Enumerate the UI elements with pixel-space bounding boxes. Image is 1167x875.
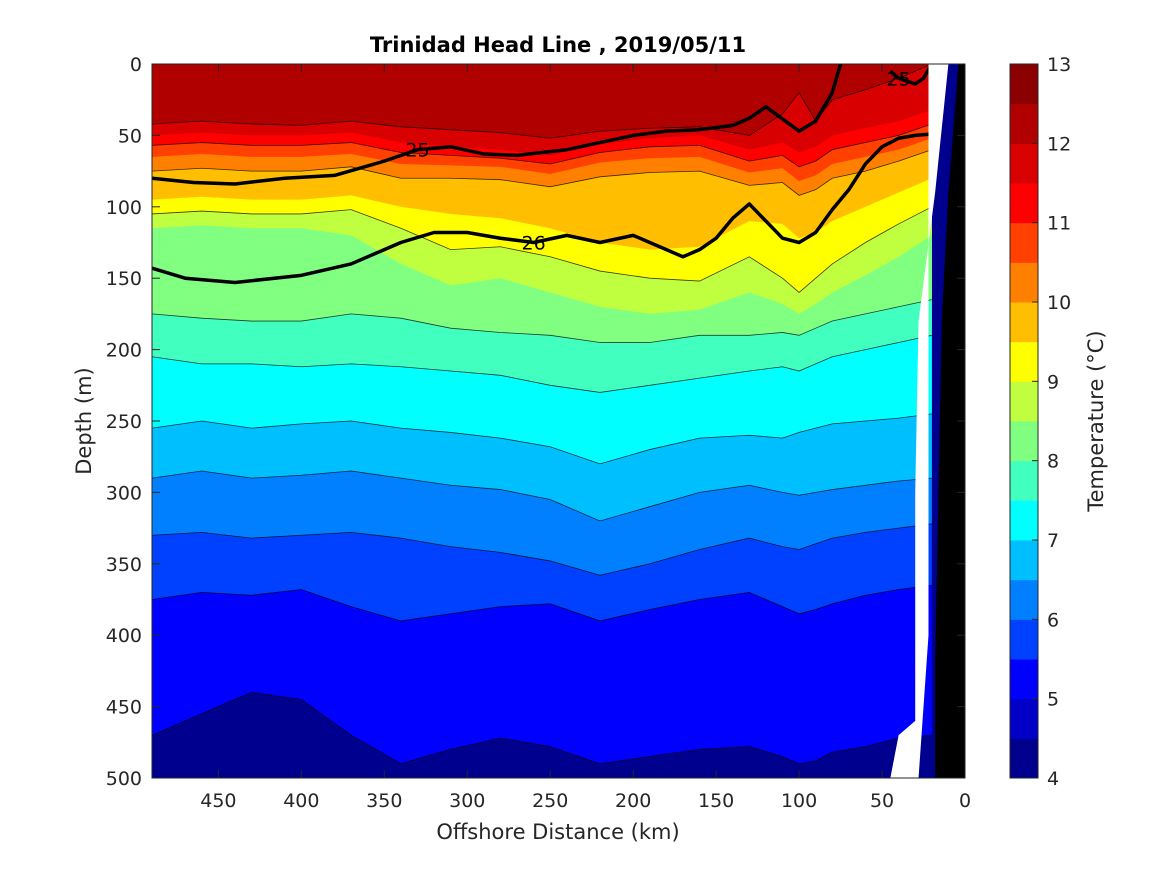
isotherm-line [152, 691, 932, 765]
colorbar-swatch [1010, 738, 1038, 779]
colorbar-swatch [1010, 659, 1038, 700]
y-tick-label: 500 [106, 768, 142, 790]
y-tick-label: 100 [106, 197, 142, 219]
colorbar-swatch [1010, 103, 1038, 144]
isotherm-line [152, 64, 932, 139]
isotherm-line [152, 334, 932, 393]
colorbar-swatch [1010, 540, 1038, 581]
y-tick-label: 250 [106, 411, 142, 433]
temperature-band-12 [152, 64, 932, 139]
isotherm-line [152, 413, 932, 465]
colorbar-tick-label: 8 [1047, 451, 1059, 473]
y-tick-label: 300 [106, 482, 142, 504]
isotherm-line [152, 123, 932, 168]
colorbar-swatch [1010, 579, 1038, 620]
colorbar-swatch [1010, 64, 1038, 105]
colorbar-label: Temperature (°C) [1084, 330, 1108, 512]
y-tick-label: 150 [106, 268, 142, 290]
colorbar-tick-label: 9 [1047, 371, 1059, 393]
bathymetry-gap [890, 64, 949, 778]
colorbar-swatch [1010, 421, 1038, 462]
isotherm-line [152, 523, 932, 576]
x-tick-label: 400 [283, 790, 319, 812]
x-tick-label: 350 [366, 790, 402, 812]
y-tick-label: 450 [106, 697, 142, 719]
colorbar-tick-label: 6 [1047, 609, 1059, 631]
contour-label: 25 [887, 68, 911, 90]
colorbar-tick-label: 11 [1047, 213, 1071, 235]
chart-title: Trinidad Head Line , 2019/05/11 [370, 33, 746, 57]
x-tick-label: 150 [698, 790, 734, 812]
isotherm-line [152, 584, 932, 622]
y-axis-label: Depth (m) [72, 367, 96, 474]
y-tick-label: 50 [118, 125, 142, 147]
colorbar-swatch [1010, 381, 1038, 422]
contour-label: 26 [522, 233, 546, 255]
colorbar-swatch [1010, 302, 1038, 343]
colorbar-swatch [1010, 460, 1038, 501]
colorbar-tick-label: 12 [1047, 133, 1071, 155]
y-tick-label: 400 [106, 625, 142, 647]
colorbar-frame [1009, 63, 1039, 779]
colorbar-tick-label: 10 [1047, 292, 1071, 314]
colorbar-swatch [1010, 262, 1038, 303]
isotherm-line [152, 299, 932, 343]
continental-shelf [935, 64, 965, 778]
y-tick-label: 200 [106, 340, 142, 362]
colorbar-swatch [1010, 143, 1038, 184]
colorbar-tick-label: 7 [1047, 530, 1059, 552]
y-tick-label: 0 [130, 54, 142, 76]
colorbar-tick-label: 4 [1047, 768, 1059, 790]
x-tick-label: 100 [781, 790, 817, 812]
y-tick-label: 350 [106, 554, 142, 576]
x-tick-label: 50 [870, 790, 894, 812]
x-tick-label: 300 [449, 790, 485, 812]
x-axis-label: Offshore Distance (km) [436, 820, 679, 844]
isotherm-line [152, 470, 932, 522]
density-contour-line [889, 64, 934, 86]
colorbar-swatch [1010, 619, 1038, 660]
isotherm-line [152, 149, 932, 196]
colorbar-tick-label: 5 [1047, 689, 1059, 711]
colorbar-tick-label: 13 [1047, 54, 1071, 76]
density-contour-line [152, 64, 843, 186]
colorbar-swatch [1010, 500, 1038, 541]
colorbar-swatch [1010, 183, 1038, 224]
colorbar-swatch [1010, 341, 1038, 382]
x-tick-label: 0 [959, 790, 971, 812]
colorbar-swatch [1010, 698, 1038, 739]
x-tick-label: 200 [615, 790, 651, 812]
isotherm-line [152, 206, 932, 294]
x-tick-label: 250 [532, 790, 568, 812]
colorbar: 4 5 6 7 8 9 10 11 12 13 [1009, 54, 1071, 790]
colorbar-swatch [1010, 222, 1038, 263]
density-contour-line [152, 132, 932, 285]
contour-label: 25 [405, 140, 429, 162]
x-tick-label: 450 [200, 790, 236, 812]
